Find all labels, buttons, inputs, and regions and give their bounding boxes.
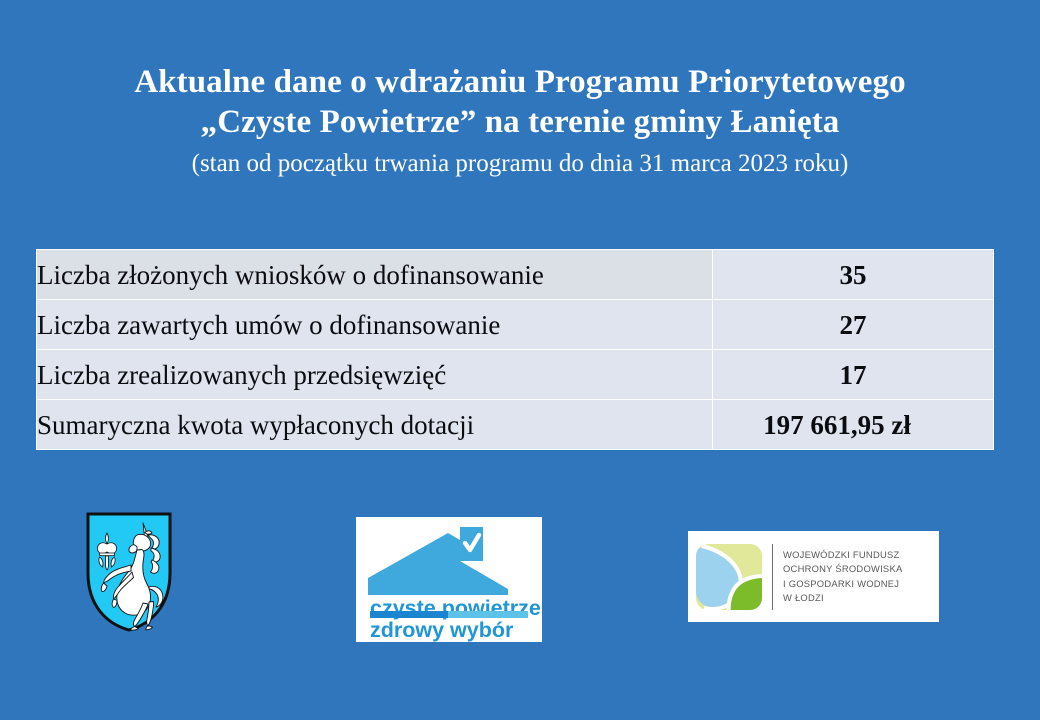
leaf-outline	[726, 573, 763, 611]
czyste-powietrze-logo-svg: czyste powietrze zdrowy wybór	[368, 527, 541, 642]
cp-line-2: zdrowy wybór	[370, 618, 514, 642]
wfos-line-1: WOJEWÓDZKI FUNDUSZ	[783, 548, 900, 560]
table-cell-value: 35	[712, 249, 994, 300]
wfos-line-3: I GOSPODARKI WODNEJ	[783, 577, 900, 589]
wfosigw-text-block: WOJEWÓDZKI FUNDUSZ OCHRONY ŚRODOWISKA I …	[783, 548, 902, 606]
roof-shape	[368, 533, 508, 595]
title-subtitle: (stan od początku trwania programu do dn…	[191, 150, 849, 177]
cp-bar-dark	[370, 611, 448, 618]
logo-row: czyste powietrze zdrowy wybór	[0, 505, 1040, 650]
table-cell-value: 197 661,95 zł	[712, 399, 994, 450]
wfosigw-logo: WOJEWÓDZKI FUNDUSZ OCHRONY ŚRODOWISKA I …	[688, 531, 939, 622]
table-cell-value: 27	[712, 299, 994, 350]
table-row: Liczba zrealizowanych przedsięwzięć 17	[36, 349, 994, 400]
table-cell-label: Sumaryczna kwota wypłaconych dotacji	[36, 399, 713, 450]
title-line-1: Aktualne dane o wdrażaniu Programu Prior…	[134, 64, 906, 100]
coat-of-arms-icon	[86, 512, 172, 632]
czyste-powietrze-logo: czyste powietrze zdrowy wybór	[356, 517, 542, 642]
page-title: Aktualne dane o wdrażaniu Programu Prior…	[0, 62, 1040, 181]
table-cell-label: Liczba zrealizowanych przedsięwzięć	[36, 349, 713, 400]
fleur-de-lis-charge	[97, 532, 117, 571]
table-cell-label: Liczba złożonych wniosków o dofinansowan…	[36, 249, 713, 300]
table-cell-label: Liczba zawartych umów o dofinansowanie	[36, 299, 713, 350]
table-cell-value: 17	[712, 349, 994, 400]
wfos-divider	[772, 543, 773, 610]
table-row: Liczba złożonych wniosków o dofinansowan…	[36, 249, 994, 300]
table-row: Sumaryczna kwota wypłaconych dotacji 197…	[36, 399, 994, 450]
wfos-line-2: OCHRONY ŚRODOWISKA	[783, 563, 903, 575]
unicorn-charge	[100, 522, 164, 631]
cp-bar-light	[448, 611, 528, 618]
table-row: Liczba zawartych umów o dofinansowanie 2…	[36, 299, 994, 350]
table-cell-value-text: 197 661,95 zł	[763, 409, 911, 440]
title-line-2: „Czyste Powietrze” na terenie gminy Łani…	[200, 104, 840, 140]
leaf-shape	[729, 577, 763, 611]
check-icon	[462, 532, 482, 553]
wfos-line-4: W ŁODZI	[783, 591, 824, 603]
wfosigw-mark-icon	[694, 541, 764, 612]
statistics-table: Liczba złożonych wniosków o dofinansowan…	[36, 249, 994, 450]
water-drop-shape	[695, 547, 739, 607]
